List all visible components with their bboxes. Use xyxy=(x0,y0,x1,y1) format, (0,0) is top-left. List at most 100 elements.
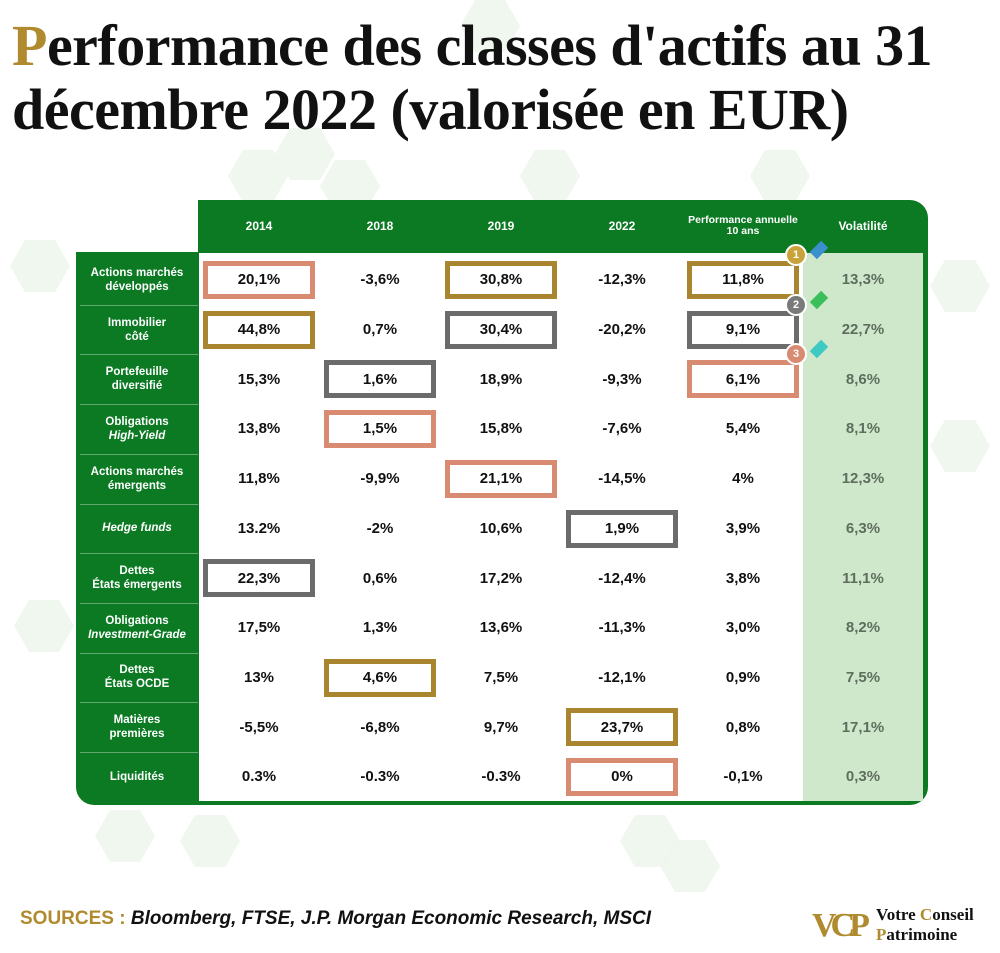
logo-line-1: Votre Conseil xyxy=(876,905,974,925)
table-cell: 3,9% xyxy=(725,519,761,537)
logo-word: atrimoine xyxy=(886,925,958,944)
table-cell: 9,7% xyxy=(483,718,519,736)
row-label-line: Portefeuille xyxy=(105,366,169,379)
table-cell: 13.2% xyxy=(237,519,281,537)
table-cell: 30,4% xyxy=(479,321,523,339)
column-header: 2022 xyxy=(608,219,636,233)
row-label-line: Actions marchés xyxy=(90,266,184,279)
table-cell: 0,8% xyxy=(725,718,761,736)
table-cell: 11,8% xyxy=(238,470,280,488)
table-cell: 8,2% xyxy=(845,619,881,637)
row-separator xyxy=(80,752,198,753)
row-label: Dettes États OCDE xyxy=(76,653,198,703)
rank-2-highlight xyxy=(445,310,557,349)
background-hexagon xyxy=(660,840,720,892)
row-label-line: diversifié xyxy=(111,380,163,393)
row-label-line: Obligations xyxy=(105,415,169,428)
table-cell: 7,5% xyxy=(483,668,519,686)
table-cell: -9,9% xyxy=(360,470,400,488)
table-cell: 1,9% xyxy=(604,519,640,537)
row-label-line: États émergents xyxy=(92,579,182,592)
background-hexagon xyxy=(520,150,580,202)
title-text: erformance des classes d'actifs au 31 dé… xyxy=(12,13,933,142)
table-cell: -12,4% xyxy=(598,569,646,587)
rank-1-highlight xyxy=(203,310,315,349)
row-separator xyxy=(80,702,198,704)
row-label-line: Matières xyxy=(113,714,161,727)
background-hexagon xyxy=(275,128,335,180)
row-separator xyxy=(80,553,198,555)
row-label-line: Liquidités xyxy=(109,770,165,783)
table-cell: 0% xyxy=(611,768,633,786)
column-header: 2018 xyxy=(366,219,394,233)
row-label: Obligations Investment-Grade xyxy=(76,603,198,653)
table-cell: 4% xyxy=(732,470,754,488)
row-label-line: premières xyxy=(109,728,165,741)
rank-2-medal-icon: 2 xyxy=(785,293,807,316)
logo-mark: VCP xyxy=(812,907,870,944)
row-label: Portefeuille diversifié xyxy=(76,354,198,404)
table-cell: 1,3% xyxy=(362,619,398,637)
table-cell: 15,8% xyxy=(479,420,523,438)
table-cell: 8,1% xyxy=(845,420,881,438)
table-cell: 0,7% xyxy=(362,321,398,339)
table-cell: -5,5% xyxy=(239,718,279,736)
row-label-line: développés xyxy=(105,280,169,293)
row-separator xyxy=(80,652,198,654)
table-cell: -12,3% xyxy=(598,271,646,289)
row-label: Liquidités xyxy=(76,752,198,802)
logo-name: Votre Conseil Patrimoine xyxy=(876,905,974,945)
background-hexagon xyxy=(460,0,520,52)
table-cell: 13,3% xyxy=(841,271,885,289)
table-cell: -12,1% xyxy=(598,668,646,686)
row-separator xyxy=(80,453,198,455)
table-cell: 3,0% xyxy=(725,619,761,637)
row-separator xyxy=(80,354,198,356)
table-cell: 1,5% xyxy=(362,420,398,438)
table-cell: 17,2% xyxy=(479,569,523,587)
rank-2-highlight xyxy=(566,509,678,548)
row-label: Dettes États émergents xyxy=(76,553,198,603)
table-cell: 0,3% xyxy=(845,768,881,786)
sources-text: Bloomberg, FTSE, J.P. Morgan Economic Re… xyxy=(130,908,652,929)
table-cell: 4,6% xyxy=(362,668,398,686)
table-cell: -20,2% xyxy=(598,321,646,339)
table-cell: 17,1% xyxy=(841,718,885,736)
row-label-line: Hedge funds xyxy=(102,522,172,535)
table-cell: -7,6% xyxy=(602,420,642,438)
table-cell: 20,1% xyxy=(237,271,281,289)
table-cell: 22,3% xyxy=(237,569,281,587)
table-cell: 10,6% xyxy=(479,519,523,537)
rank-1-highlight xyxy=(445,261,557,299)
table-cell: 13,6% xyxy=(479,619,523,637)
table-cell: 13,8% xyxy=(237,420,281,438)
row-label-line: émergents xyxy=(107,479,167,492)
rank-1-highlight xyxy=(566,708,678,747)
table-cell: -0.3% xyxy=(360,768,400,786)
row-label-line: États OCDE xyxy=(104,678,170,691)
table-cell: 17,5% xyxy=(237,619,281,637)
logo-initial: P xyxy=(876,925,887,944)
table-cell: 0,6% xyxy=(362,569,398,587)
rank-3-highlight xyxy=(566,758,678,796)
row-label: Obligations High-Yield xyxy=(76,404,198,454)
table-cell: 6,3% xyxy=(845,519,881,537)
rank-3-medal-icon: 3 xyxy=(785,343,807,366)
row-label-line: côté xyxy=(125,330,149,343)
background-hexagon xyxy=(14,600,74,652)
rank-1-highlight xyxy=(324,658,436,697)
row-label-line: Dettes xyxy=(119,565,155,578)
rank-1-medal-icon: 1 xyxy=(785,244,807,266)
table-cell: -9,3% xyxy=(602,370,642,388)
table-cell: 44,8% xyxy=(237,321,281,339)
table-cell: 11,8% xyxy=(722,271,764,289)
rank-2-highlight xyxy=(687,310,799,349)
table-cell: -2% xyxy=(366,519,394,537)
row-label: Actions marchés développés xyxy=(76,255,198,305)
table-cell: 11,1% xyxy=(842,569,884,587)
rank-3-highlight xyxy=(445,459,557,498)
table-cell: 15,3% xyxy=(237,370,281,388)
table-cell: -0,1% xyxy=(723,768,763,786)
table-cell: 18,9% xyxy=(479,370,523,388)
